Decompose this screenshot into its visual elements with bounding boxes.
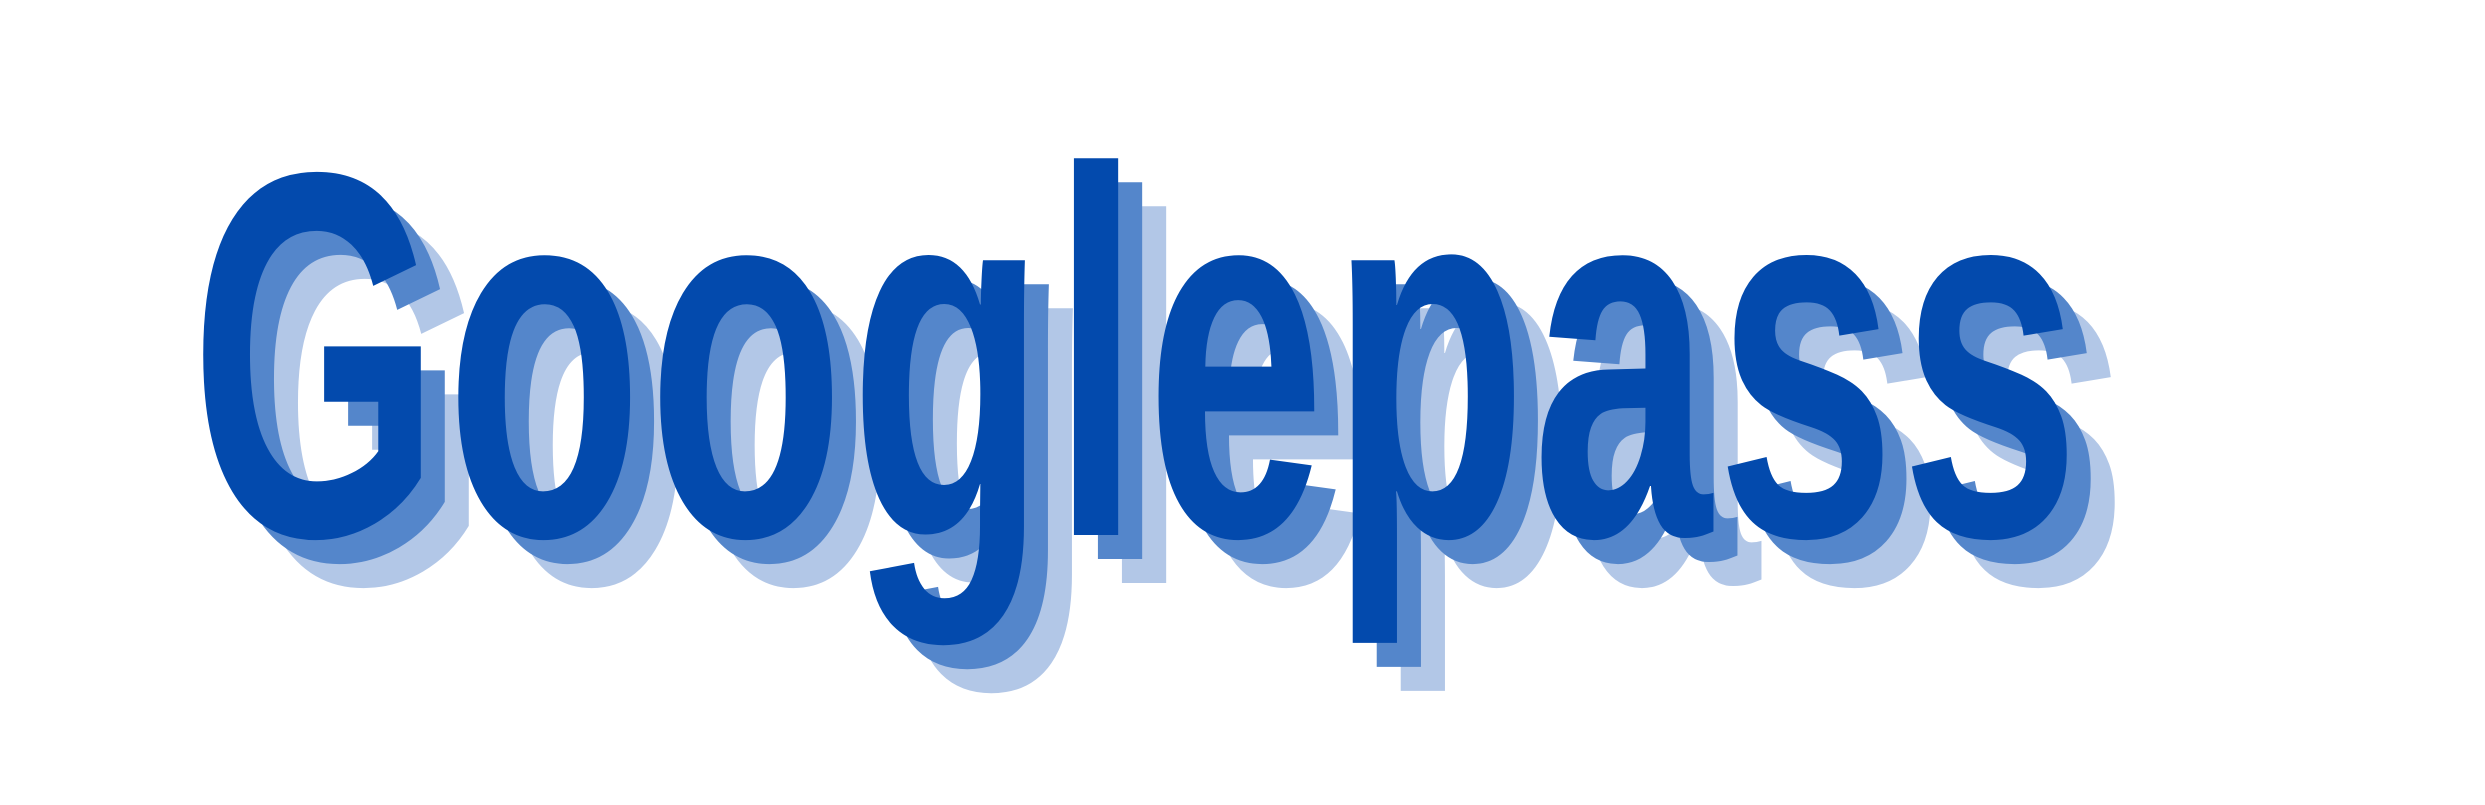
logo-shadow-back: Googlepass (238, 113, 2133, 694)
logo-text: Googlepass (190, 65, 2085, 646)
logo-shadow-mid: Googlepass (214, 89, 2109, 670)
